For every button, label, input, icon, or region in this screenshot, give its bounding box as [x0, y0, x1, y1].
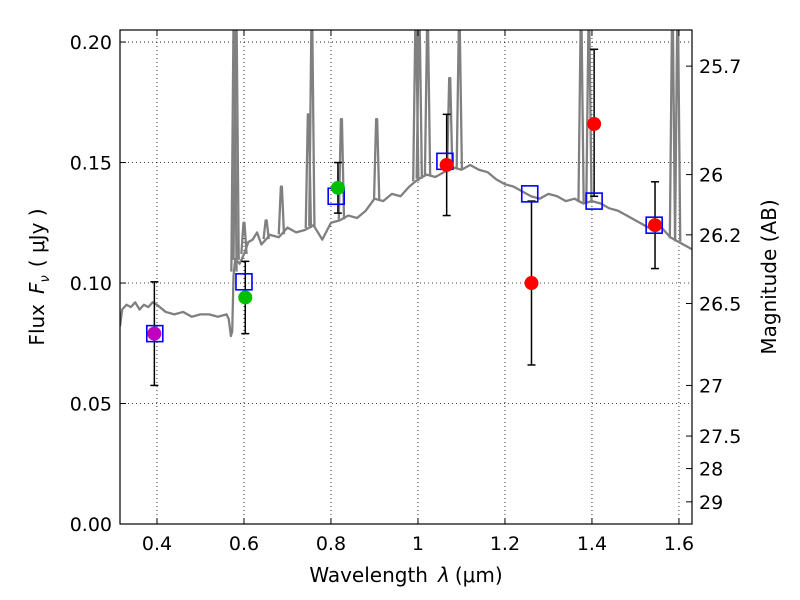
y-tick-label: 0.20 — [70, 32, 112, 54]
observed-point — [147, 327, 161, 341]
y-tick-label: 0.00 — [70, 514, 112, 536]
y-tick-label: 0.10 — [70, 273, 112, 295]
y2-tick-label: 26 — [699, 165, 723, 187]
observed-point — [524, 276, 538, 290]
y2-tick-label: 27 — [699, 375, 723, 397]
sed-chart: 0.4 0.6 0.8 1 1.2 1.4 1.6 0.00 0.05 0.10 0.15 0.20 2… — [0, 0, 800, 600]
plot-area — [120, 30, 692, 524]
x-tick-label: 1 — [412, 533, 424, 555]
x-tick-label: 0.4 — [142, 533, 172, 555]
x-tick-label: 0.6 — [229, 533, 259, 555]
y2-tick-label: 27.5 — [699, 426, 741, 448]
y2-tick-label: 29 — [699, 492, 723, 514]
y2-tick-label: 26.5 — [699, 294, 741, 316]
y2-tick-label: 25.7 — [699, 56, 741, 78]
y2-axis-label: Magnitude (AB) — [757, 199, 781, 354]
y-tick-label: 0.15 — [70, 153, 112, 175]
observed-point — [238, 290, 252, 304]
x-tick-label: 0.8 — [316, 533, 346, 555]
y-tick-label: 0.05 — [70, 394, 112, 416]
observed-point — [440, 158, 454, 172]
observed-point — [587, 117, 601, 131]
x-tick-label: 1.4 — [577, 533, 607, 555]
x-axis-label: Wavelength λ (μm) — [309, 563, 502, 587]
y2-tick-label: 28 — [699, 459, 723, 481]
observed-point — [331, 181, 345, 195]
x-tick-label: 1.6 — [664, 533, 694, 555]
x-tick-label: 1.2 — [490, 533, 520, 555]
y-axis-label: FluxFν( μJy ) — [25, 208, 53, 345]
y2-tick-label: 26.2 — [699, 225, 741, 247]
observed-point — [648, 218, 662, 232]
